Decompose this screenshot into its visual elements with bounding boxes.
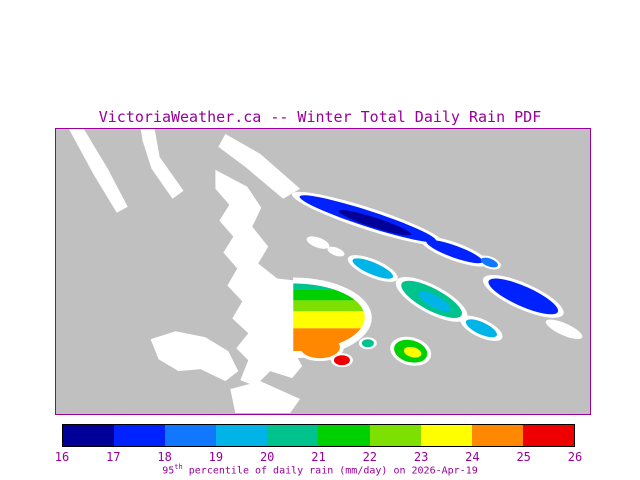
- rain-region: [333, 355, 350, 366]
- rain-region: [488, 278, 559, 315]
- colorbar-segment: [63, 425, 115, 446]
- colorbar-segment: [216, 425, 268, 446]
- rain-region: [352, 258, 394, 279]
- map-canvas: [56, 129, 590, 414]
- colorbar-caption: 95th percentile of daily rain (mm/day) o…: [0, 463, 640, 476]
- colorbar-segment: [318, 425, 370, 446]
- rain-region: [418, 291, 451, 312]
- colorbar-segment: [369, 425, 421, 446]
- colorbar-segment: [522, 425, 574, 446]
- colorbar-tick-label: 19: [208, 450, 224, 464]
- sea-area: [56, 129, 590, 414]
- rain-region: [465, 319, 497, 338]
- rain-region: [426, 239, 483, 264]
- rain-region: [293, 300, 365, 312]
- colorbar-segment: [165, 425, 217, 446]
- colorbar-tick-label: 18: [157, 450, 172, 464]
- island: [545, 319, 583, 340]
- colorbar-segment: [420, 425, 472, 446]
- colorbar-tick-label: 26: [567, 450, 583, 464]
- rain-region: [293, 289, 365, 301]
- rain-region: [338, 210, 411, 236]
- colorbar-segment: [471, 425, 523, 446]
- colorbar-tick-label: 24: [465, 450, 480, 464]
- colorbar-tick-label: 17: [106, 450, 121, 464]
- colorbar-tick-label: 21: [311, 450, 326, 464]
- colorbar-tick-label: 16: [54, 450, 70, 464]
- land-area: [140, 129, 184, 199]
- land-area: [68, 129, 128, 213]
- rain-region: [300, 336, 340, 359]
- colorbar-segment: [114, 425, 166, 446]
- colorbar-tick-label: 25: [516, 450, 531, 464]
- colorbar-segment: [267, 425, 319, 446]
- land-area: [150, 331, 239, 382]
- island: [306, 236, 330, 249]
- caption-prefix: 95: [162, 465, 175, 477]
- land-area: [218, 133, 301, 199]
- rain-region: [293, 311, 365, 329]
- colorbar-tick-label: 22: [362, 450, 378, 464]
- colorbar-segments: [62, 424, 575, 447]
- page-title: VictoriaWeather.ca -- Winter Total Daily…: [98, 108, 542, 126]
- rain-region: [403, 346, 422, 358]
- rain-region: [361, 339, 374, 348]
- island: [327, 246, 345, 257]
- rain-region: [480, 257, 498, 268]
- colorbar-tick-label: 23: [413, 450, 429, 464]
- land-area: [230, 381, 301, 414]
- map-area: [55, 128, 591, 415]
- colorbar-tick-label: 20: [259, 450, 275, 464]
- caption-rest: percentile of daily rain (mm/day) on 202…: [182, 465, 478, 477]
- land-area: [215, 169, 303, 387]
- caption-superscript: th: [174, 463, 183, 471]
- colorbar-ticks: 16 17 18 19 20 21 22 23 24 25 26: [55, 450, 582, 464]
